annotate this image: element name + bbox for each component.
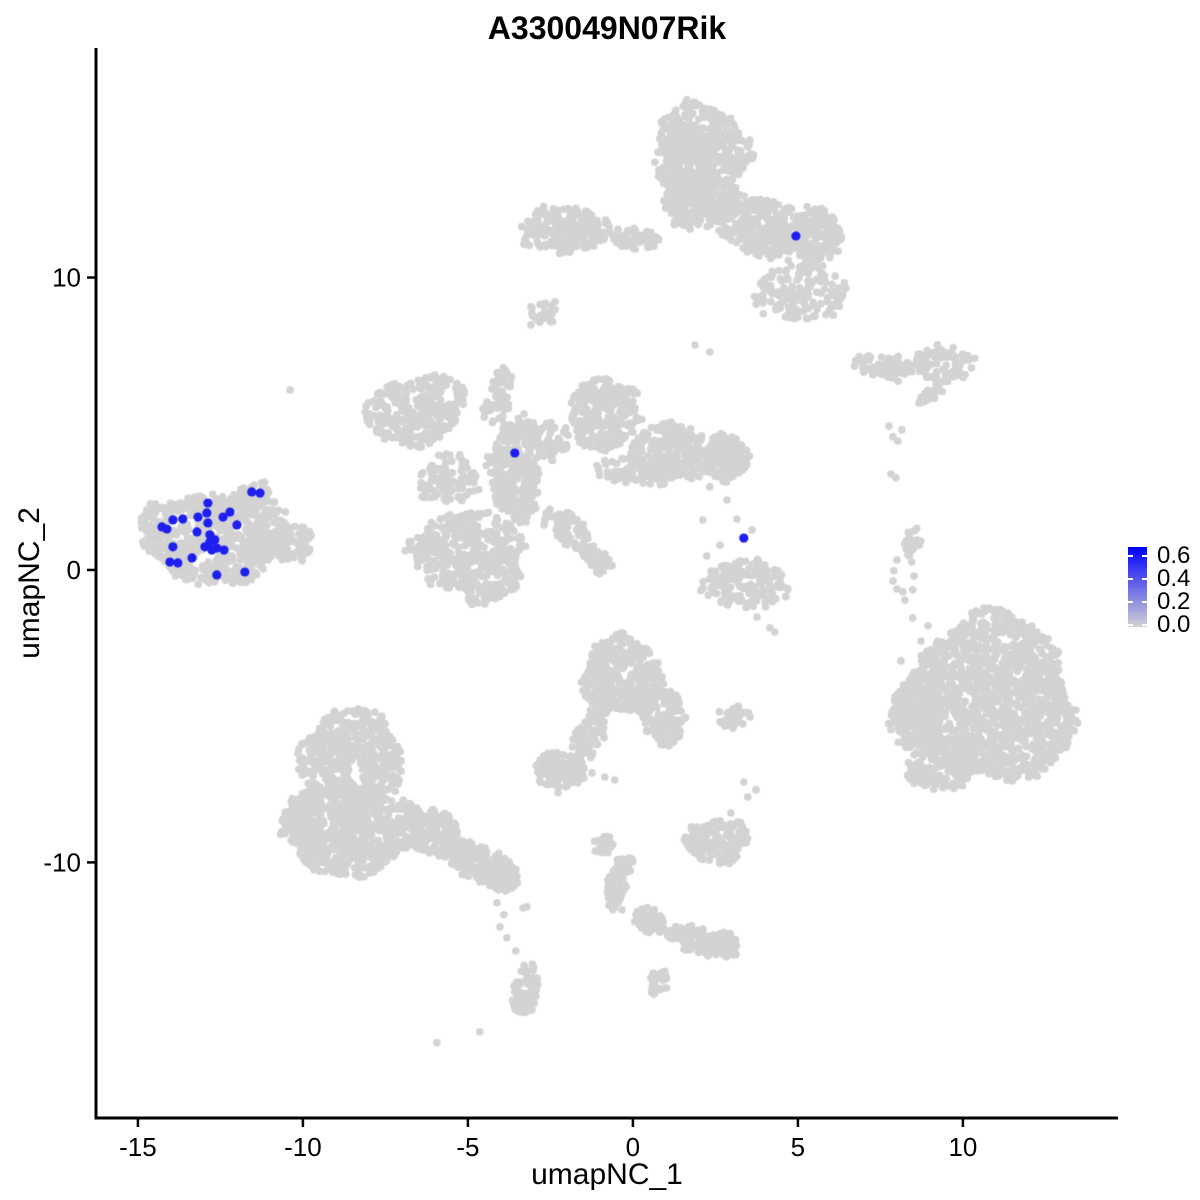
legend-label: 0.6 (1157, 542, 1191, 569)
y-tick-label: 0 (67, 555, 81, 585)
expression-legend: 0.6 0.4 0.2 0.0 (1120, 535, 1200, 645)
x-tick-label: -10 (284, 1132, 322, 1162)
x-axis-title: umapNC_1 (531, 1158, 683, 1191)
y-tick-label: 10 (52, 263, 81, 293)
legend-label: 0.4 (1157, 565, 1191, 592)
legend-tick (1128, 578, 1133, 580)
legend-label: 0.2 (1157, 588, 1191, 615)
legend-tick (1142, 578, 1147, 580)
x-tick-label: 10 (948, 1132, 977, 1162)
legend-tick (1128, 555, 1133, 557)
y-tick-label: -10 (43, 847, 81, 877)
legend-label: 0.0 (1157, 611, 1191, 638)
x-tick-label: -5 (456, 1132, 479, 1162)
legend-tick (1142, 601, 1147, 603)
x-tick-label: 0 (626, 1132, 640, 1162)
y-axis-title: umapNC_2 (13, 507, 46, 659)
x-tick-label: 5 (791, 1132, 805, 1162)
legend-tick (1128, 601, 1133, 603)
legend-gradient-bar (1128, 547, 1147, 627)
legend-tick (1142, 555, 1147, 557)
legend-tick (1128, 624, 1133, 626)
legend-tick (1142, 624, 1147, 626)
x-tick-label: -15 (119, 1132, 157, 1162)
